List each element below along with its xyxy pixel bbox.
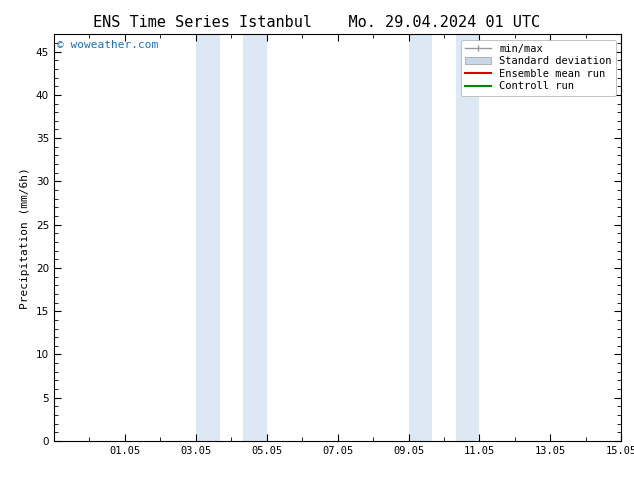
Text: © woweather.com: © woweather.com [56,40,158,50]
Legend: min/max, Standard deviation, Ensemble mean run, Controll run: min/max, Standard deviation, Ensemble me… [461,40,616,96]
Bar [456,34,479,441]
Text: ENS Time Series Istanbul    Mo. 29.04.2024 01 UTC: ENS Time Series Istanbul Mo. 29.04.2024 … [93,15,541,30]
Bar [243,34,267,441]
Bar [408,34,432,441]
Bar [196,34,219,441]
Y-axis label: Precipitation (mm/6h): Precipitation (mm/6h) [20,167,30,309]
